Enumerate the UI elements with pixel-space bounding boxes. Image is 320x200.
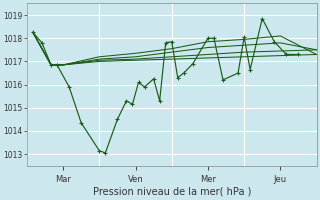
X-axis label: Pression niveau de la mer( hPa ): Pression niveau de la mer( hPa ) <box>92 187 251 197</box>
